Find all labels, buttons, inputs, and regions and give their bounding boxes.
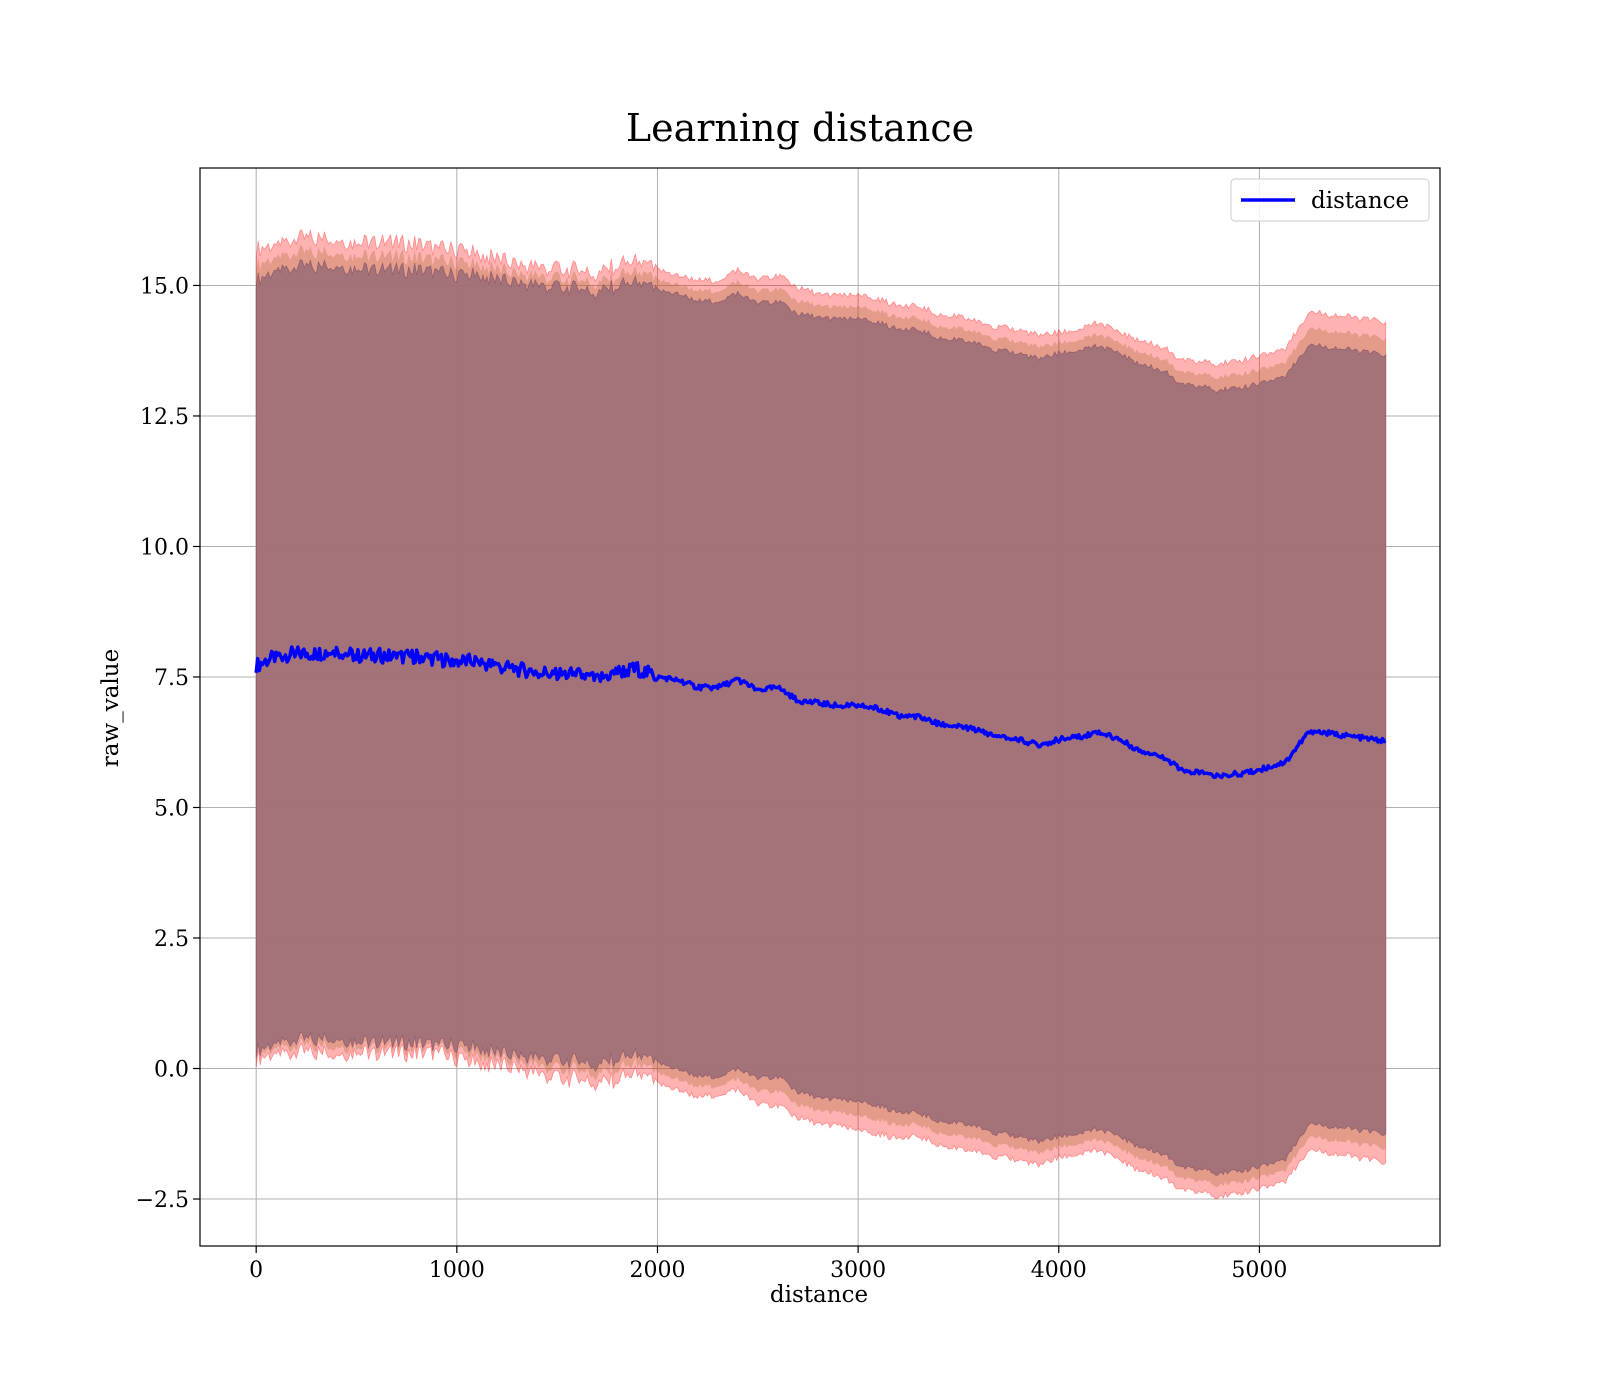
y-tick-label-4: 7.5 bbox=[154, 666, 189, 691]
y-tick-label-3: 5.0 bbox=[154, 796, 189, 821]
series-line-distance bbox=[254, 645, 1387, 780]
y-tick-label-7: 15.0 bbox=[140, 274, 189, 299]
x-tick-label-1: 1000 bbox=[429, 1258, 485, 1283]
plot-area: 0 1000 2000 3000 4000 5000 −2.5 0.0 2.5 5.0 7.5 10.… bbox=[136, 167, 1441, 1283]
legend-label-distance: distance bbox=[1311, 188, 1409, 214]
y-tick-label-5: 10.0 bbox=[140, 535, 189, 560]
y-axis-label: raw_value bbox=[98, 649, 124, 767]
y-tick-label-2: 2.5 bbox=[154, 927, 189, 952]
y-tick-label-0: −2.5 bbox=[136, 1188, 189, 1213]
x-tick-label-2: 2000 bbox=[629, 1258, 685, 1283]
y-tick-label-1: 0.0 bbox=[154, 1058, 189, 1083]
x-axis-label: distance bbox=[770, 1282, 868, 1308]
x-tick-label-0: 0 bbox=[249, 1258, 263, 1283]
x-tick-label-4: 4000 bbox=[1031, 1258, 1087, 1283]
x-tick-label-5: 5000 bbox=[1231, 1258, 1287, 1283]
band-inner bbox=[255, 258, 1387, 1176]
chart-title: Learning distance bbox=[626, 106, 974, 150]
plot-frame bbox=[199, 167, 1441, 1247]
y-tick-label-6: 12.5 bbox=[140, 405, 189, 430]
legend-box bbox=[1230, 178, 1430, 222]
x-tick-label-3: 3000 bbox=[830, 1258, 886, 1283]
